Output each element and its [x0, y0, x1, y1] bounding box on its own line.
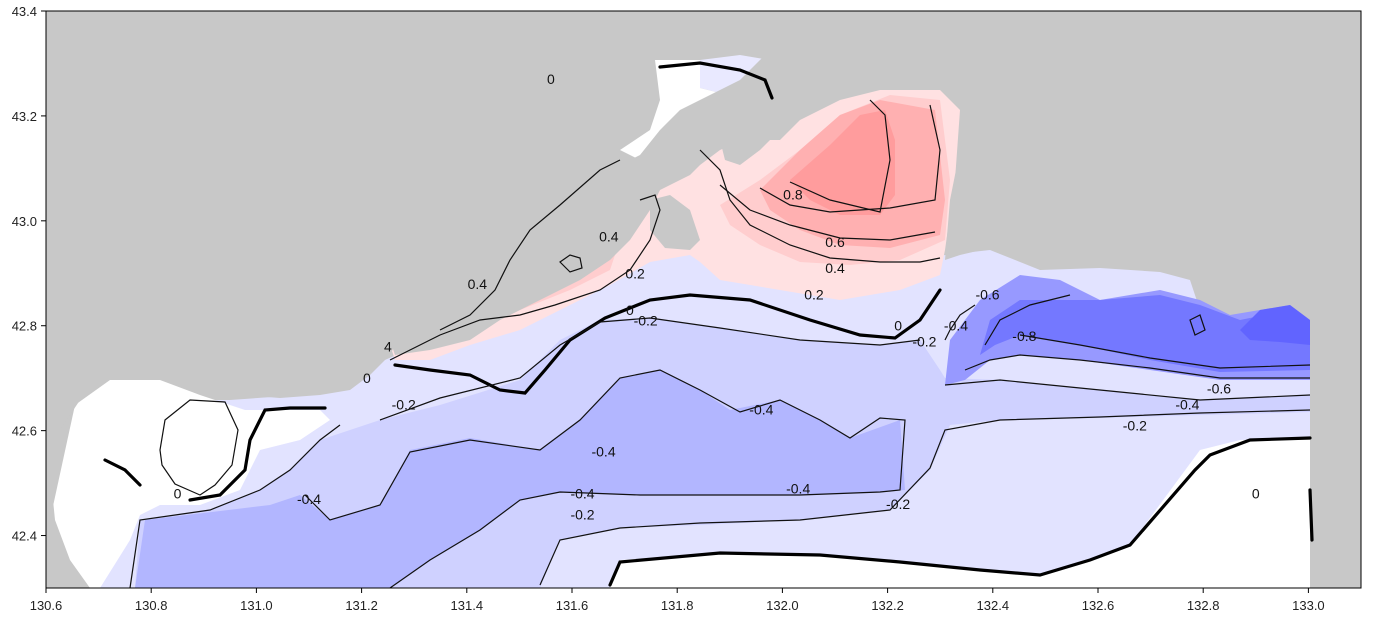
contour-label: -0.6 [1207, 381, 1231, 397]
y-tick-label: 43.4 [12, 4, 37, 19]
contour-label: 0 [1252, 486, 1260, 502]
x-tick-label: 131.0 [240, 598, 273, 613]
zero-contour-south [608, 436, 1312, 587]
contour-label: 0 [174, 486, 182, 502]
contour-label: -0.2 [1123, 417, 1147, 433]
contour-label: 0 [363, 370, 371, 386]
sea-zone-neg-1-0 [980, 295, 1310, 372]
contour-label: -0.2 [634, 312, 658, 328]
contour-0-2-west [389, 194, 661, 361]
sea-zone-neg-0-6 [135, 370, 905, 588]
x-tick-label: 132.2 [871, 598, 904, 613]
sea-zone-positive-0-8 [790, 110, 895, 215]
contour-neg-0-4-vertical [944, 304, 976, 341]
sea-zone-neg-1-2 [1240, 305, 1310, 345]
contour-label: 0.2 [625, 265, 645, 281]
contour-label: 0.2 [804, 286, 824, 302]
contour-label: -0.6 [975, 286, 999, 302]
contour-label: -0.2 [912, 333, 936, 349]
y-tick-label: 42.4 [12, 529, 37, 544]
x-tick-label: 131.6 [556, 598, 589, 613]
zero-contour-north [658, 61, 774, 100]
zero-contour-east-edge [1308, 488, 1314, 542]
peninsula-muravyov [650, 195, 700, 250]
x-tick-label: 130.6 [30, 598, 63, 613]
land-southwest [46, 11, 395, 588]
contour-neg-0-8-east [984, 294, 1311, 369]
x-tick-label: 132.0 [766, 598, 799, 613]
contour-label: -0.2 [570, 507, 594, 523]
contour-neg-0-2-west [129, 424, 341, 589]
y-tick-label: 42.8 [12, 319, 37, 334]
contour-label: 0.4 [599, 229, 619, 245]
contour-label: 0 [894, 318, 902, 334]
contour-label: 0 [547, 71, 555, 87]
contour-label: 0.6 [825, 234, 845, 250]
x-axis: 130.6 130.8 131.0 131.2 131.4 131.6 131.8 132.0… [30, 588, 1325, 613]
x-tick-label: 130.8 [135, 598, 168, 613]
contour-label: -0.4 [786, 480, 810, 496]
y-tick-label: 43.2 [12, 109, 37, 124]
contour-label: 0.4 [468, 276, 488, 292]
contour-neg-0-4-south [304, 369, 906, 589]
y-axis: 43.4 43.2 43.0 42.8 42.6 42.4 [12, 4, 46, 544]
contour-label: 0.8 [783, 187, 803, 203]
contour-neg-0-2 [379, 317, 921, 421]
land-east-coast [1310, 255, 1361, 588]
contour-0-4-east [719, 184, 936, 241]
sea-zone-zero-south [610, 437, 1310, 588]
contour-lines [103, 61, 1314, 589]
land-north [46, 11, 1361, 355]
x-tick-label: 132.8 [1187, 598, 1220, 613]
y-tick-label: 43.0 [12, 214, 37, 229]
x-tick-label: 133.0 [1292, 598, 1325, 613]
plot-frame [45, 10, 1362, 589]
contour-neg-1-0 [1189, 314, 1206, 336]
contour-label: 4 [384, 339, 392, 355]
coastal-white-sw [50, 380, 330, 588]
contour-label: -0.4 [297, 491, 321, 507]
plot-area: 00.80.60.40.20.40.40.200-0.2-0.2-0.4-0.6… [46, 11, 1361, 589]
contour-label: -0.4 [944, 318, 968, 334]
contour-label: -0.4 [1175, 396, 1199, 412]
contour-label: -0.4 [591, 444, 615, 460]
zero-contour-central [393, 288, 942, 395]
contour-label: -0.8 [1012, 328, 1036, 344]
island-vladivostok [720, 110, 780, 165]
zero-contour-southwest [103, 406, 327, 502]
contour-neg-0-4-east [944, 379, 1311, 401]
x-tick-label: 131.4 [451, 598, 484, 613]
contour-label: -0.2 [392, 396, 416, 412]
contour-pos-southwest [159, 399, 239, 496]
contour-label: -0.4 [749, 402, 773, 418]
contour-label: -0.4 [570, 486, 594, 502]
y-tick-label: 42.6 [12, 424, 37, 439]
contour-neg-0-6-east [964, 354, 1310, 379]
x-tick-label: 132.6 [1082, 598, 1115, 613]
contour-neg-0-2-south [539, 409, 1311, 586]
contour-labels: 00.80.60.40.20.40.40.200-0.2-0.2-0.4-0.6… [174, 71, 1260, 523]
x-tick-label: 131.8 [661, 598, 694, 613]
contour-label: 0.4 [825, 260, 845, 276]
contour-0-2-east [699, 149, 941, 263]
x-tick-label: 132.4 [977, 598, 1010, 613]
contour-0-4-west-loop [559, 254, 583, 273]
contour-0-8 [789, 99, 891, 213]
x-tick-label: 131.2 [345, 598, 378, 613]
contour-0-6 [759, 104, 941, 213]
contour-label: -0.2 [886, 496, 910, 512]
contour-label: 0 [626, 302, 634, 318]
contour-0-4-west [439, 159, 621, 331]
